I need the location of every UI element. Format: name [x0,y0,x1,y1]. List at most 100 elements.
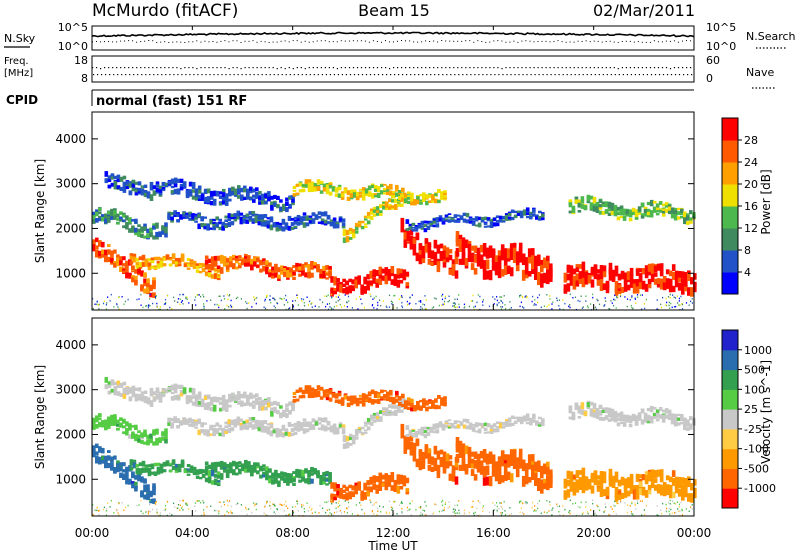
power-speckle [401,295,403,297]
power-cell [156,265,161,269]
nave-dot [101,74,103,76]
power-cell [265,270,269,275]
velocity-cell [207,478,212,483]
power-cell [589,202,594,206]
power-speckle [496,296,498,298]
power-speckle [330,308,333,310]
power-speckle [310,303,312,305]
velocity-cell [622,414,627,419]
power-cell [619,211,624,215]
power-cell [252,199,256,203]
power-cell [563,272,568,278]
power-speckle [443,300,446,303]
power-cell [418,254,423,265]
velocity-cell [197,395,202,400]
power-cell [628,209,633,214]
power-cell [299,222,304,225]
nave-dot [213,74,215,76]
power-cell [113,263,117,268]
velocity-cell [177,469,182,472]
power-speckle [393,295,395,297]
velocity-cell [119,475,123,478]
freq-dot [441,67,443,69]
power-cell [173,177,178,185]
nave-dot [582,74,584,76]
velocity-cell [132,459,137,465]
power-speckle [246,307,248,310]
power-cell [372,278,376,284]
velocity-cell [135,471,140,475]
velocity-cell [156,470,161,473]
velocity-cell [146,490,150,496]
nave-dot [482,74,484,76]
velocity-cell [650,469,655,480]
velocity-cell [242,425,247,430]
power-cell [239,216,244,220]
power-cell [156,260,161,263]
velocity-cell [298,469,302,473]
velocity-cell [589,408,594,412]
power-colorbar-tick-label: 24 [744,156,758,169]
power-cell [273,202,277,206]
power-cell [104,217,108,224]
power-speckle [617,296,619,299]
power-speckle [348,300,350,302]
power-cell [92,239,96,247]
freq-dot [577,67,579,69]
velocity-cell [186,470,191,473]
velocity-cell [92,424,96,430]
velocity-cell [532,414,536,419]
power-cell [140,191,145,196]
power-speckle [422,303,424,305]
velocity-cell [271,481,275,485]
power-cell [310,261,314,267]
nave-dot [410,74,412,76]
nave-dot [514,74,516,76]
power-speckle [525,295,527,297]
velocity-cell [301,394,306,399]
power-cell [240,187,244,193]
power-cell [229,258,233,262]
nsearch-dot [686,40,687,42]
velocity-cell [680,414,684,419]
power-cell [122,181,127,189]
nsearch-dot [180,41,182,43]
power-speckle [619,295,622,298]
nave-dot [265,74,267,76]
velocity-cell [568,405,573,409]
power-cell [258,198,262,203]
power-cell [119,186,124,191]
velocity-cell [308,426,313,429]
power-cell [513,214,518,218]
freq-dot [304,68,306,70]
nsearch-dot [172,41,174,43]
freq-dot [617,68,619,70]
power-cell [177,263,182,266]
power-cell [500,269,505,277]
velocity-cell [379,411,383,414]
power-cell [156,256,161,260]
power-cell [540,264,544,273]
power-cell [143,235,147,239]
power-speckle [159,308,161,311]
power-cell [227,213,232,218]
freq-dot [292,68,294,70]
power-cell [650,263,655,274]
power-speckle [582,306,584,308]
freq-label: Freq. [4,56,29,67]
velocity-cell [418,449,423,456]
power-cell [191,214,195,220]
power-cell [308,220,313,223]
velocity-cell [119,382,124,387]
velocity-cell [348,491,352,497]
velocity-cell [260,424,265,430]
power-cell [529,212,533,216]
nave-dot [245,74,247,76]
power-cell [131,179,136,185]
freq-dot [389,68,391,70]
power-cell [170,178,175,183]
power-cell [640,202,645,208]
velocity-cell [125,478,129,485]
nave-dot [554,74,556,76]
velocity-cell [113,389,118,394]
